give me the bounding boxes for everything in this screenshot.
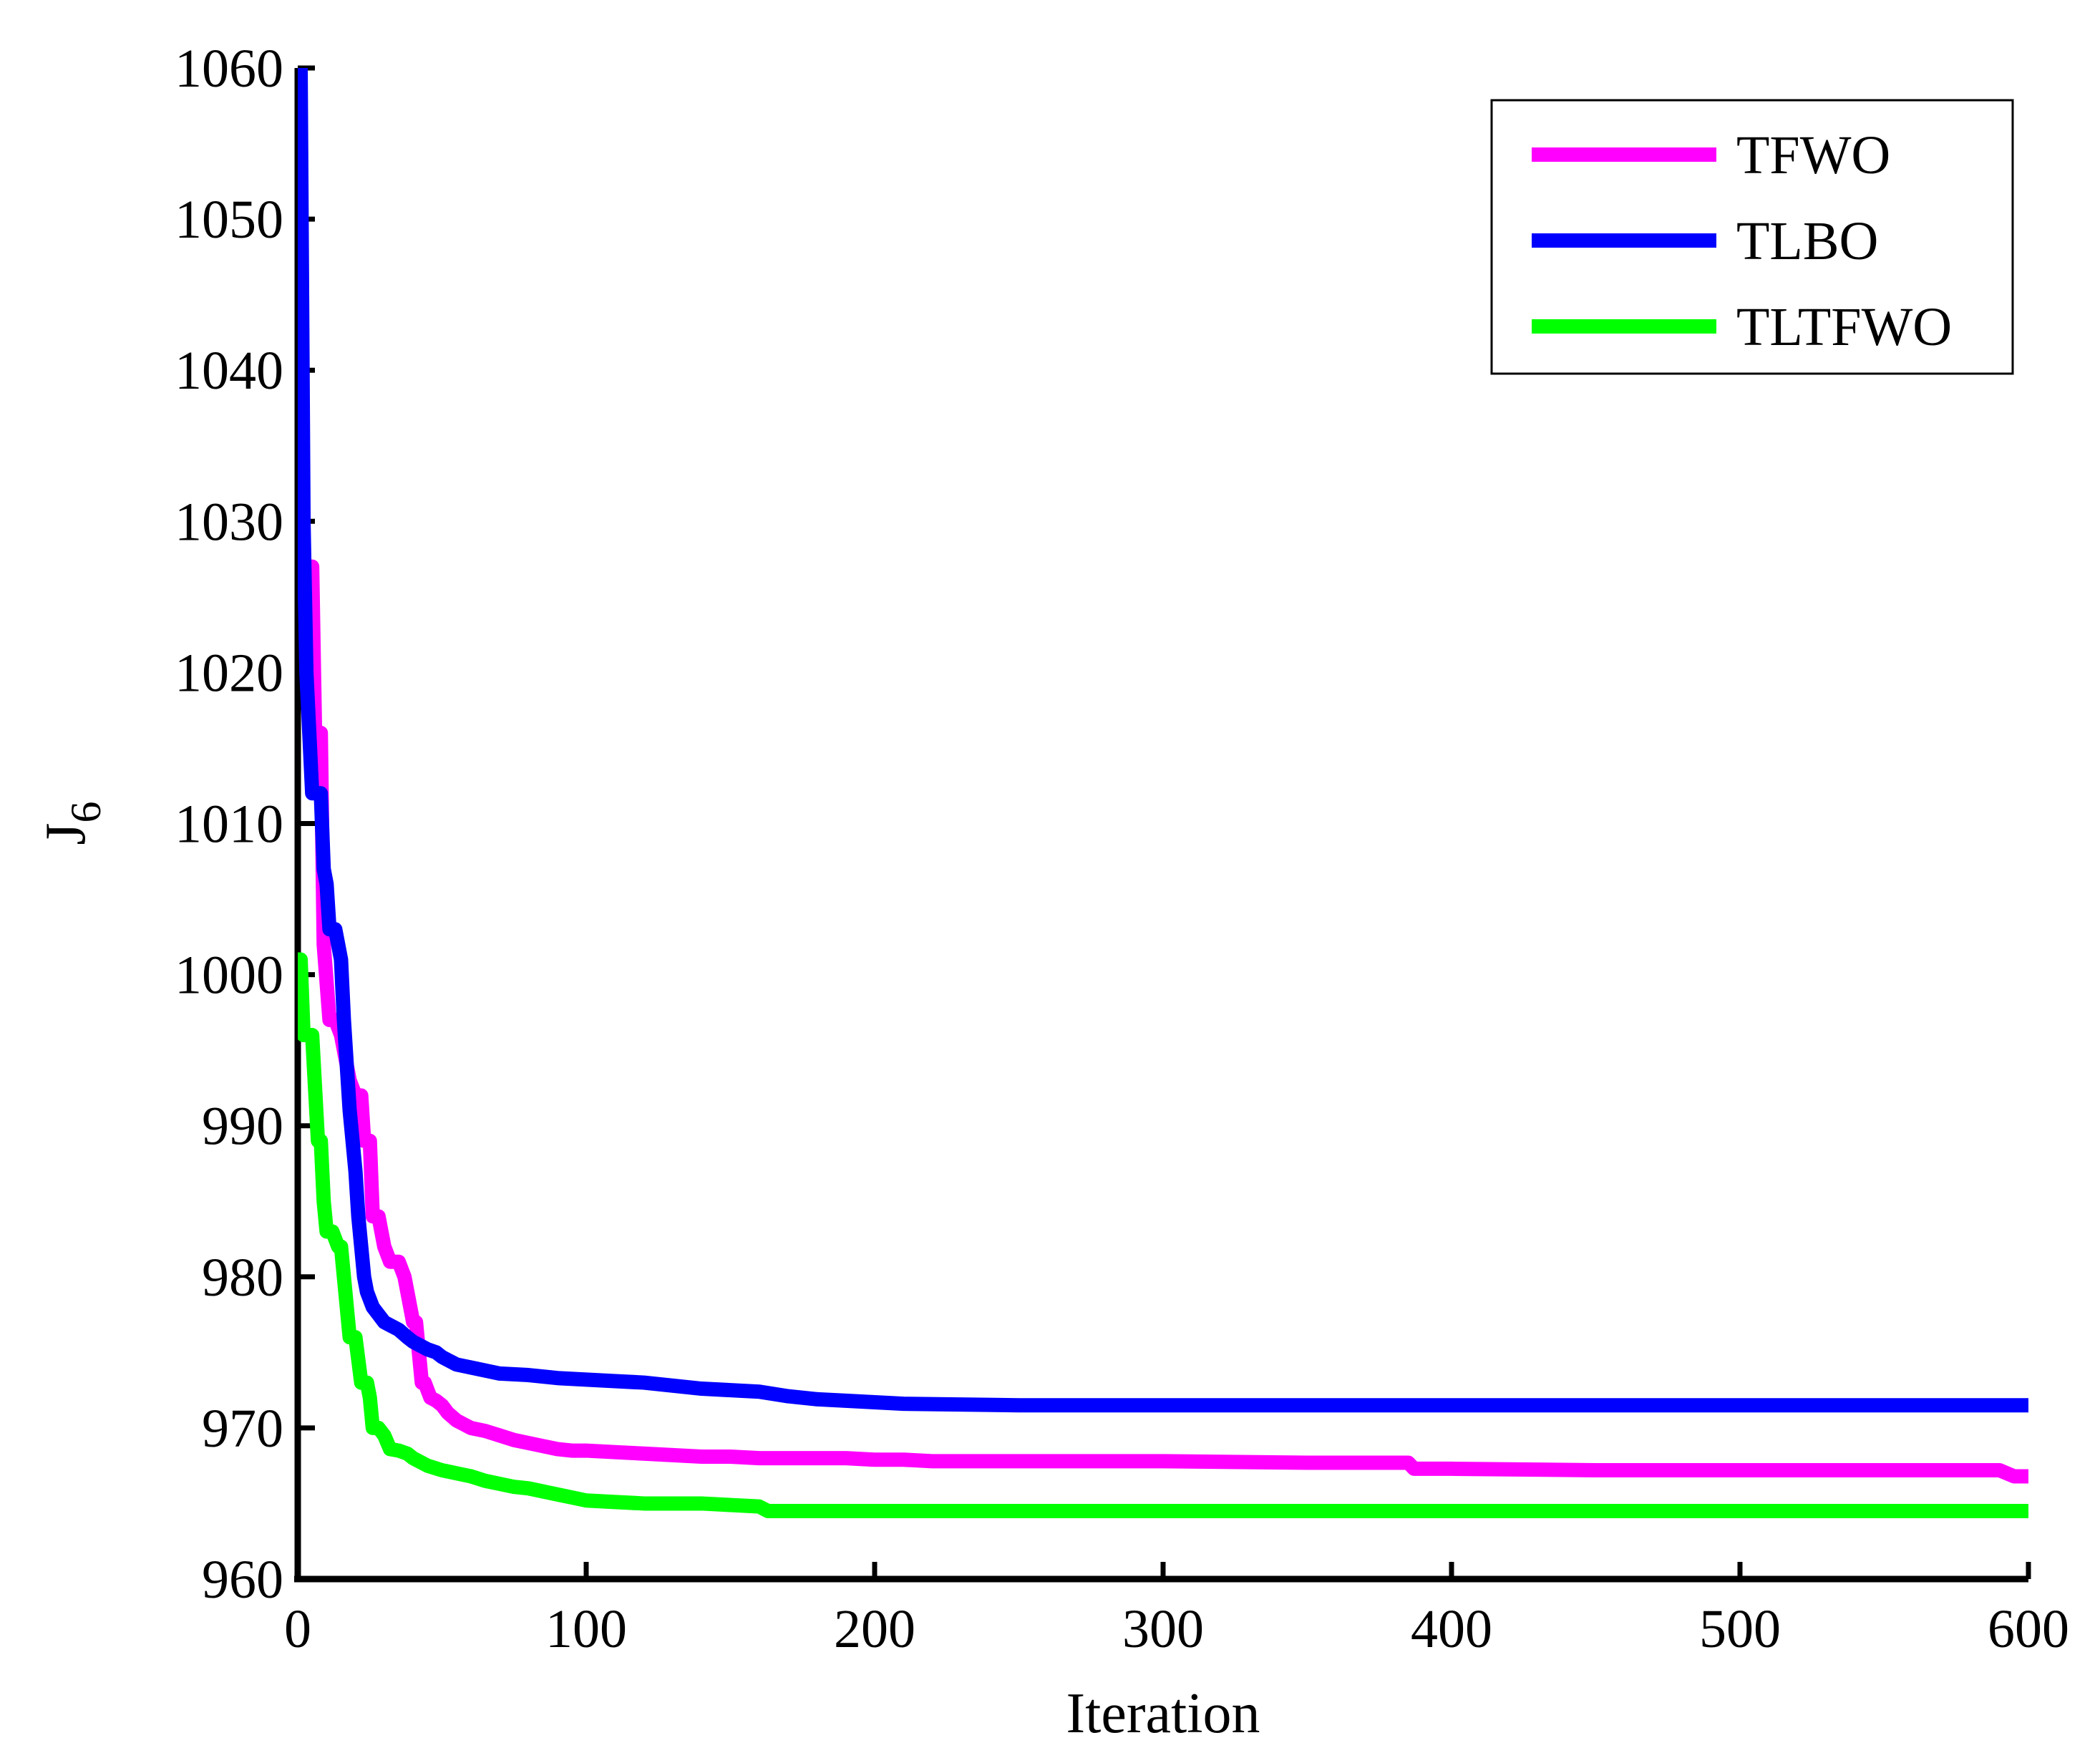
y-tick-label: 1000 bbox=[175, 946, 283, 1006]
y-tick-label: 1010 bbox=[175, 795, 283, 855]
y-tick-label: 980 bbox=[202, 1248, 283, 1308]
x-tick-label: 300 bbox=[1122, 1599, 1204, 1659]
y-tick-label: 1050 bbox=[175, 190, 283, 250]
x-ticks: 0 100 200 300 400 500 600 bbox=[284, 1562, 2069, 1659]
series-layer bbox=[298, 68, 2028, 1518]
y-axis-title-subscript: 6 bbox=[62, 801, 110, 822]
legend-label-tltfwo: TLTFWO bbox=[1736, 297, 1952, 357]
x-tick-label: 600 bbox=[1988, 1599, 2069, 1659]
x-tick-label: 500 bbox=[1699, 1599, 1781, 1659]
series-line-tltfwo bbox=[298, 952, 2028, 1518]
y-tick-label: 970 bbox=[202, 1399, 283, 1459]
y-tick-label: 1040 bbox=[175, 341, 283, 401]
x-tick-label: 100 bbox=[545, 1599, 627, 1659]
y-tick-label: 990 bbox=[202, 1097, 283, 1157]
x-axis-title: Iteration bbox=[1066, 1682, 1260, 1745]
y-tick-label: 1020 bbox=[175, 643, 283, 703]
y-axis-title: J6 bbox=[34, 801, 110, 845]
y-tick-label: 960 bbox=[202, 1550, 283, 1610]
legend-label-tfwo: TFWO bbox=[1736, 125, 1890, 185]
legend-label-tlbo: TLBO bbox=[1736, 211, 1878, 271]
y-tick-label: 1060 bbox=[175, 39, 283, 99]
x-tick-label: 400 bbox=[1411, 1599, 1492, 1659]
x-tick-label: 200 bbox=[834, 1599, 915, 1659]
legend: TFWO TLBO TLTFWO bbox=[1490, 99, 2014, 375]
y-ticks: 960 970 980 990 1000 1010 1020 1030 1040 1050 1060 bbox=[175, 39, 315, 1610]
y-tick-label: 1030 bbox=[175, 492, 283, 552]
y-axis-title-main: J bbox=[34, 822, 97, 845]
x-tick-label: 0 bbox=[284, 1599, 311, 1659]
series-line-tlbo bbox=[298, 68, 2028, 1413]
